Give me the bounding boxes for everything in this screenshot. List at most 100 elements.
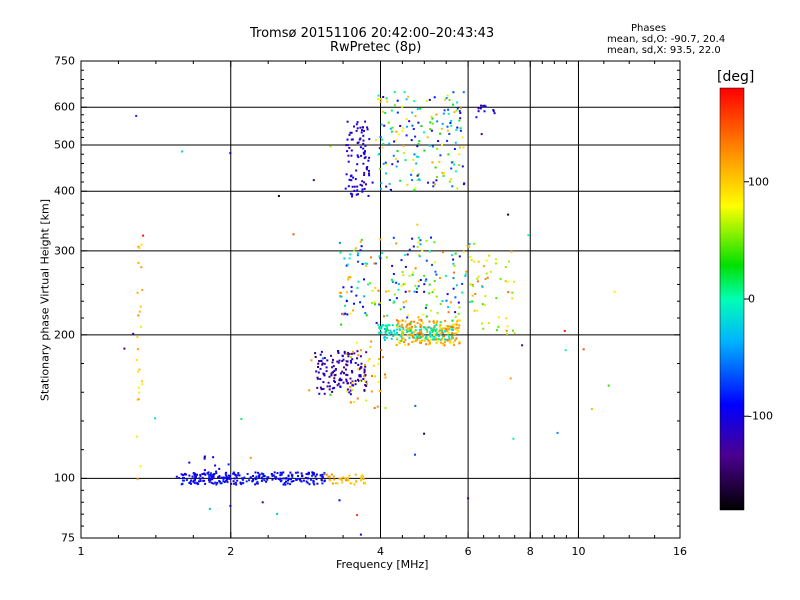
data-point: [440, 328, 443, 331]
data-point: [343, 257, 346, 260]
data-point: [346, 360, 349, 363]
data-point: [418, 331, 421, 334]
data-point: [334, 381, 336, 383]
cluster-f2-x-mode-region: [395, 318, 461, 347]
data-point: [414, 326, 417, 328]
data-point: [357, 252, 359, 255]
data-point: [469, 283, 472, 286]
data-point: [435, 337, 437, 340]
data-point: [428, 144, 431, 147]
data-point: [356, 142, 359, 144]
data-point: [178, 477, 180, 479]
data-point: [443, 327, 446, 330]
data-point: [203, 469, 206, 472]
data-point: [136, 435, 138, 438]
data-point: [222, 478, 225, 480]
data-point: [180, 473, 183, 476]
y-tick-label: 75: [61, 531, 75, 545]
data-point: [141, 380, 144, 383]
data-point: [199, 480, 202, 482]
data-point: [378, 331, 381, 334]
data-point: [418, 329, 421, 331]
data-point: [459, 129, 462, 132]
data-point: [419, 332, 422, 335]
data-point: [346, 263, 349, 266]
data-point: [137, 314, 140, 317]
data-point: [282, 483, 285, 486]
data-point: [227, 474, 230, 477]
data-point: [426, 336, 429, 339]
data-point: [378, 147, 381, 150]
data-point: [464, 273, 467, 276]
data-point: [408, 274, 411, 277]
data-point: [396, 319, 398, 322]
data-point: [361, 475, 364, 478]
data-point: [237, 472, 240, 475]
data-point: [182, 479, 185, 482]
data-point: [495, 262, 497, 265]
data-point: [505, 329, 508, 332]
data-point: [458, 324, 461, 327]
data-point: [435, 179, 438, 182]
data-point: [397, 288, 400, 291]
data-point: [433, 322, 435, 324]
data-point: [450, 161, 453, 164]
data-point: [435, 324, 438, 326]
data-point: [353, 125, 355, 128]
data-point: [136, 291, 139, 294]
data-point: [209, 479, 212, 482]
data-point: [332, 371, 335, 374]
data-point: [423, 290, 426, 293]
y-tick-label: 600: [54, 100, 75, 114]
data-point: [483, 303, 486, 306]
data-point: [333, 386, 336, 389]
data-point: [386, 326, 389, 329]
data-point: [279, 471, 282, 474]
data-point: [357, 363, 360, 366]
data-point: [445, 97, 448, 100]
data-point: [314, 475, 317, 478]
data-point: [276, 472, 279, 475]
data-point: [413, 320, 416, 323]
data-point: [349, 389, 352, 392]
data-point: [362, 478, 365, 480]
data-point: [454, 141, 457, 144]
data-point: [451, 319, 454, 322]
data-point: [397, 283, 400, 285]
data-point: [406, 327, 409, 330]
data-point: [374, 139, 377, 141]
data-point: [473, 242, 476, 245]
data-point: [482, 265, 485, 268]
data-point: [405, 98, 408, 101]
data-point: [351, 384, 354, 387]
data-point: [210, 472, 213, 475]
data-point: [396, 111, 399, 114]
data-point: [436, 176, 439, 178]
data-point: [349, 175, 352, 178]
data-point: [395, 242, 398, 245]
data-point: [414, 135, 417, 138]
data-point: [374, 375, 376, 378]
chart-title: Tromsø 20151106 20:42:00–20:43:43: [250, 26, 495, 41]
data-point: [406, 334, 409, 337]
data-point: [333, 377, 336, 380]
data-point: [234, 473, 237, 476]
data-point: [441, 343, 444, 346]
data-point: [417, 142, 420, 145]
data-point: [461, 291, 464, 294]
data-point: [317, 366, 319, 368]
data-point: [422, 313, 425, 316]
data-point: [410, 139, 413, 142]
data-point: [390, 331, 393, 334]
data-point: [386, 100, 389, 103]
data-point: [449, 122, 452, 124]
data-point: [204, 482, 207, 485]
data-point: [357, 354, 360, 357]
data-point: [527, 234, 530, 237]
data-point: [275, 476, 278, 479]
data-point: [468, 245, 471, 248]
data-point: [368, 358, 371, 360]
data-point: [437, 335, 440, 338]
data-point: [446, 338, 449, 341]
data-point: [477, 107, 480, 110]
